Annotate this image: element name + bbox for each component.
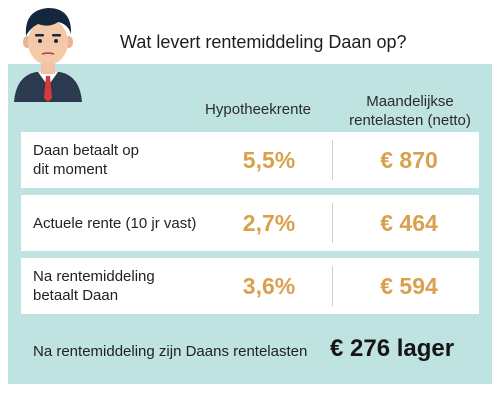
row-label: Na rentemiddeling betaalt Daan xyxy=(33,258,203,314)
row-amount-value: € 464 xyxy=(380,209,438,236)
summary-value: € 276 lager xyxy=(330,335,455,362)
row-label-line1: Actuele rente (10 jr vast) xyxy=(33,214,197,232)
row-amount-value: € 870 xyxy=(380,146,438,173)
row-label-line2: betaalt Daan xyxy=(33,287,119,304)
row-rate-value: 2,7% xyxy=(242,209,296,236)
row-divider xyxy=(332,266,333,306)
row-rate-value: 3,6% xyxy=(242,272,296,299)
page-title: Wat levert rentemiddeling Daan op? xyxy=(120,32,407,52)
column-header-monthly-line2: rentelasten (netto) xyxy=(349,112,471,129)
row-label-line1: Daan betaalt op xyxy=(33,142,139,159)
row-actual-rate: Actuele rente (10 jr vast) 2,7% € 464 xyxy=(21,195,479,251)
row-rate-value: 5,5% xyxy=(242,146,296,173)
row-label: Daan betaalt op dit moment xyxy=(33,132,203,188)
row-label-line2: dit moment xyxy=(33,161,108,178)
column-header-monthly: Maandelijkse rentelasten (netto) xyxy=(336,92,484,130)
row-label: Actuele rente (10 jr vast) xyxy=(33,195,203,251)
row-divider xyxy=(332,203,333,243)
summary-label: Na rentemiddeling zijn Daans rentelasten xyxy=(33,343,308,360)
row-divider xyxy=(332,140,333,180)
column-header-monthly-line1: Maandelijkse xyxy=(366,93,454,110)
man-avatar-icon xyxy=(14,8,82,102)
row-current: Daan betaalt op dit moment 5,5% € 870 xyxy=(21,132,479,188)
row-after-averaging: Na rentemiddeling betaalt Daan 3,6% € 59… xyxy=(21,258,479,314)
column-header-rate: Hypotheekrente xyxy=(205,101,311,118)
row-amount-value: € 594 xyxy=(380,272,438,299)
row-label-line1: Na rentemiddeling xyxy=(33,268,155,285)
